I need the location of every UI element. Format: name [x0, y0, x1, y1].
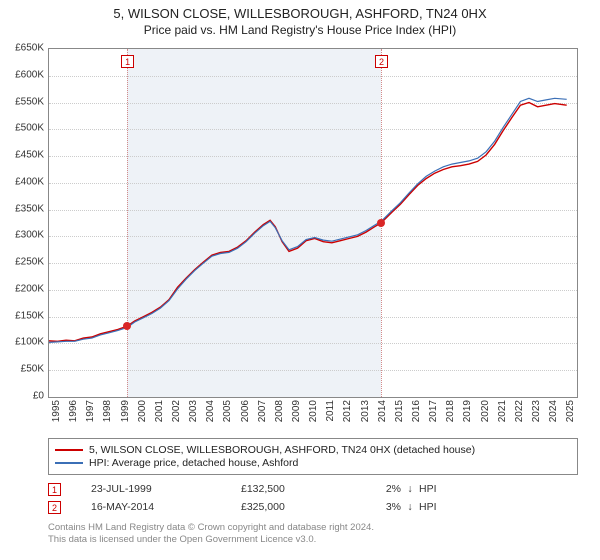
footnote-line: Contains HM Land Registry data © Crown c…	[48, 522, 578, 534]
chart-marker-box: 2	[375, 55, 388, 68]
x-tick-label: 2020	[480, 400, 491, 422]
series-price_paid	[49, 103, 567, 342]
title-block: 5, WILSON CLOSE, WILLESBOROUGH, ASHFORD,…	[0, 0, 600, 37]
x-tick-label: 2017	[428, 400, 439, 422]
transaction-vs: HPI	[419, 501, 459, 513]
transaction-dot	[377, 219, 385, 227]
y-tick-label: £300K	[4, 230, 44, 241]
x-tick-label: 1995	[51, 400, 62, 422]
transaction-dot	[123, 322, 131, 330]
x-tick-label: 2016	[411, 400, 422, 422]
y-tick-label: £200K	[4, 283, 44, 294]
table-row: 2 16-MAY-2014 £325,000 3% ↓ HPI	[48, 498, 578, 516]
x-tick-label: 2001	[154, 400, 165, 422]
transaction-date: 23-JUL-1999	[91, 483, 241, 495]
chart-marker-box: 1	[121, 55, 134, 68]
x-tick-label: 2007	[257, 400, 268, 422]
transaction-price: £132,500	[241, 483, 361, 495]
y-tick-label: £400K	[4, 176, 44, 187]
plot-region: 12	[48, 48, 578, 398]
legend: 5, WILSON CLOSE, WILLESBOROUGH, ASHFORD,…	[48, 438, 578, 475]
marker-badge: 1	[48, 483, 61, 496]
down-arrow-icon: ↓	[401, 501, 419, 513]
transaction-table: 1 23-JUL-1999 £132,500 2% ↓ HPI 2 16-MAY…	[48, 480, 578, 516]
transaction-pct: 3%	[361, 501, 401, 513]
y-tick-label: £550K	[4, 96, 44, 107]
y-tick-label: £0	[4, 391, 44, 402]
legend-label: HPI: Average price, detached house, Ashf…	[89, 457, 298, 469]
x-tick-label: 2009	[291, 400, 302, 422]
x-tick-label: 2019	[462, 400, 473, 422]
transaction-date: 16-MAY-2014	[91, 501, 241, 513]
x-tick-label: 2006	[240, 400, 251, 422]
transaction-pct: 2%	[361, 483, 401, 495]
x-tick-label: 2010	[308, 400, 319, 422]
x-tick-label: 2021	[497, 400, 508, 422]
x-tick-label: 2002	[171, 400, 182, 422]
x-tick-label: 2004	[205, 400, 216, 422]
x-tick-label: 2023	[531, 400, 542, 422]
x-tick-label: 1998	[102, 400, 113, 422]
chart-container: 5, WILSON CLOSE, WILLESBOROUGH, ASHFORD,…	[0, 0, 600, 560]
y-tick-label: £150K	[4, 310, 44, 321]
x-tick-label: 2012	[342, 400, 353, 422]
down-arrow-icon: ↓	[401, 483, 419, 495]
x-tick-label: 1999	[120, 400, 131, 422]
chart-area: 12 £0£50K£100K£150K£200K£250K£300K£350K£…	[48, 48, 578, 398]
footnote: Contains HM Land Registry data © Crown c…	[48, 522, 578, 547]
x-tick-label: 1997	[85, 400, 96, 422]
y-tick-label: £650K	[4, 43, 44, 54]
y-tick-label: £600K	[4, 69, 44, 80]
footnote-line: This data is licensed under the Open Gov…	[48, 534, 578, 546]
y-tick-label: £450K	[4, 150, 44, 161]
transaction-vs: HPI	[419, 483, 459, 495]
x-tick-label: 1996	[68, 400, 79, 422]
x-tick-label: 2025	[565, 400, 576, 422]
transaction-price: £325,000	[241, 501, 361, 513]
x-tick-label: 2003	[188, 400, 199, 422]
x-tick-label: 2011	[325, 400, 336, 422]
table-row: 1 23-JUL-1999 £132,500 2% ↓ HPI	[48, 480, 578, 498]
x-tick-label: 2015	[394, 400, 405, 422]
legend-row: HPI: Average price, detached house, Ashf…	[55, 457, 571, 469]
y-tick-label: £500K	[4, 123, 44, 134]
y-tick-label: £50K	[4, 364, 44, 375]
y-tick-label: £250K	[4, 257, 44, 268]
legend-row: 5, WILSON CLOSE, WILLESBOROUGH, ASHFORD,…	[55, 444, 571, 456]
legend-label: 5, WILSON CLOSE, WILLESBOROUGH, ASHFORD,…	[89, 444, 475, 456]
legend-swatch	[55, 449, 83, 451]
legend-swatch	[55, 462, 83, 464]
marker-badge: 2	[48, 501, 61, 514]
series-hpi	[49, 98, 567, 342]
x-tick-label: 2014	[377, 400, 388, 422]
x-tick-label: 2013	[360, 400, 371, 422]
x-tick-label: 2018	[445, 400, 456, 422]
chart-title: 5, WILSON CLOSE, WILLESBOROUGH, ASHFORD,…	[0, 6, 600, 21]
x-tick-label: 2000	[137, 400, 148, 422]
x-tick-label: 2008	[274, 400, 285, 422]
series-lines	[49, 49, 577, 397]
y-tick-label: £350K	[4, 203, 44, 214]
y-tick-label: £100K	[4, 337, 44, 348]
x-tick-label: 2024	[548, 400, 559, 422]
x-tick-label: 2005	[222, 400, 233, 422]
chart-subtitle: Price paid vs. HM Land Registry's House …	[0, 23, 600, 37]
x-tick-label: 2022	[514, 400, 525, 422]
